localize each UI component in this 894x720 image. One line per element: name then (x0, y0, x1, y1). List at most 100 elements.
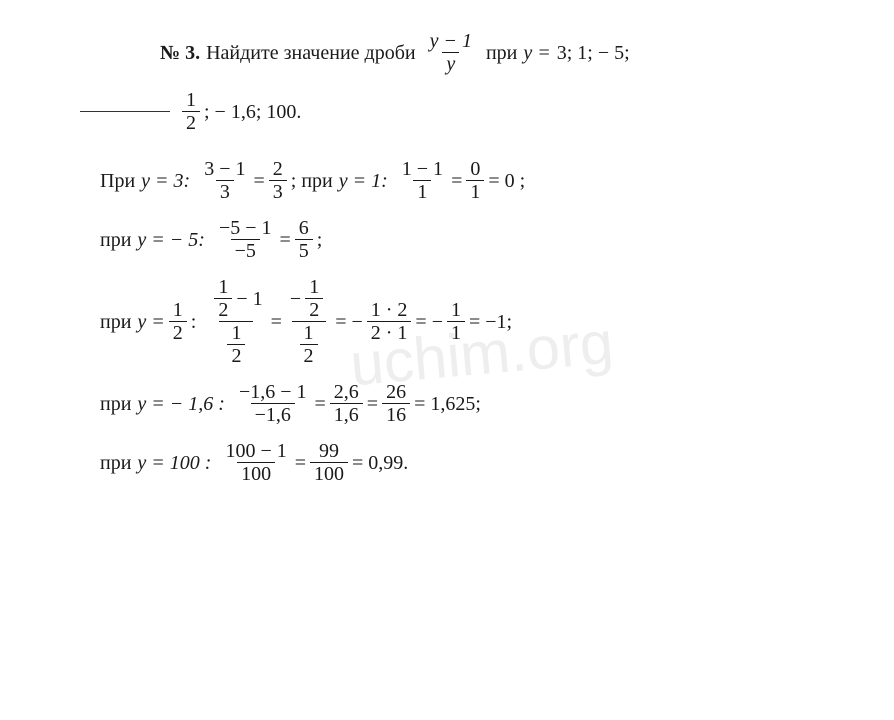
compound-frac-a: 1 2 − 1 1 2 (206, 276, 266, 367)
colon: : (191, 304, 197, 340)
yval: y = 100 : (137, 445, 211, 481)
solution-line-3: при y = 1 2 : 1 2 − 1 1 2 = − 1 2 (100, 276, 854, 367)
frac-den: 2 (305, 298, 323, 321)
frac-den: 1 (466, 180, 484, 203)
num-tail: − 1 (236, 288, 262, 310)
frac-num: 1 (447, 299, 465, 321)
eq: = (295, 445, 306, 481)
frac-num: 1 (169, 299, 187, 321)
eq: = (280, 222, 291, 258)
frac: −1,6 − 1 −1,6 (235, 381, 311, 426)
solution-line-1: При y = 3: 3 − 1 3 = 2 3 ; при y = 1: 1 … (100, 158, 854, 203)
inner-frac: 1 2 (214, 276, 232, 321)
frac-den: −1,6 (251, 403, 295, 426)
tail: = 0 ; (488, 163, 525, 199)
frac-num: 1 (305, 276, 323, 298)
frac-den: 3 (216, 180, 234, 203)
frac: 6 5 (295, 217, 313, 262)
eq: = (315, 386, 326, 422)
frac-den: 1 (413, 180, 431, 203)
problem-text-1: Найдите значение дроби (206, 35, 415, 71)
frac-den: 1 2 (292, 321, 326, 367)
tail: = 0,99. (352, 445, 408, 481)
inner-frac: 1 2 (305, 276, 323, 321)
problem-number: № 3. (160, 35, 200, 71)
frac-den: 1 (447, 321, 465, 344)
yval2: y = 1: (339, 163, 388, 199)
inner-frac: 1 2 (227, 322, 245, 367)
frac-num: 1 (214, 276, 232, 298)
frac: 100 − 1 100 (221, 440, 290, 485)
tail: = 1,625; (414, 386, 481, 422)
frac-d: 1 1 (447, 299, 465, 344)
frac-num: 1 − 1 (398, 158, 447, 180)
frac-den: 1,6 (330, 403, 363, 426)
prefix: при (100, 222, 131, 258)
prefix: При (100, 163, 135, 199)
frac-num: 1 (227, 322, 245, 344)
solution-line-2: при y = − 5: −5 − 1 −5 = 6 5 ; (100, 217, 854, 262)
frac-c: 1 · 2 2 · 1 (367, 299, 412, 344)
frac-den: 5 (295, 239, 313, 262)
prefix: при (100, 445, 131, 481)
compound-frac-b: − 1 2 1 2 (286, 276, 331, 367)
inner-frac: 1 2 (300, 322, 318, 367)
frac: 2,6 1,6 (330, 381, 363, 426)
frac-num: 0 (466, 158, 484, 180)
problem-line-1: № 3. Найдите значение дроби y − 1 y при … (160, 30, 854, 75)
eq: = (451, 163, 462, 199)
tail: = −1; (469, 304, 512, 340)
frac-num: 3 − 1 (200, 158, 249, 180)
frac-num: 99 (315, 440, 343, 462)
frac-den: 2 (214, 298, 232, 321)
yval: y = − 1,6 : (137, 386, 225, 422)
eq: = − (335, 304, 363, 340)
frac-num: − 1 2 (286, 276, 331, 321)
prefix: при (100, 304, 131, 340)
frac: −5 − 1 −5 (215, 217, 276, 262)
frac: 3 − 1 3 (200, 158, 249, 203)
frac-den: 100 (310, 462, 348, 485)
frac-den: −5 (231, 239, 260, 262)
frac-num: 2,6 (330, 381, 363, 403)
frac: 26 16 (382, 381, 410, 426)
frac-den: 2 (169, 321, 187, 344)
frac-num: 6 (295, 217, 313, 239)
problem-fraction: y − 1 y (426, 30, 476, 75)
frac-den: 1 2 (219, 321, 253, 367)
frac-den: 2 (182, 111, 200, 134)
frac-den: 2 · 1 (367, 321, 412, 344)
problem-text-2: при (486, 35, 517, 71)
frac-den: 16 (382, 403, 410, 426)
frac-den: 3 (269, 180, 287, 203)
yval: y = 3: (141, 163, 190, 199)
problem-y-eq: y = (523, 35, 550, 71)
frac-num: 1 (182, 89, 200, 111)
frac-den: y (442, 52, 459, 75)
problem-line-2: 1 2 ; − 1,6; 100. (80, 89, 854, 134)
frac-num: 1 2 − 1 (206, 276, 266, 321)
yval-frac: 1 2 (169, 299, 187, 344)
problem-values-2: ; − 1,6; 100. (204, 94, 301, 130)
eq: = (253, 163, 264, 199)
eq: = (367, 386, 378, 422)
frac-den: 2 (300, 344, 318, 367)
problem-half-frac: 1 2 (182, 89, 200, 134)
neg-sign: − (290, 288, 301, 310)
mid: ; при (291, 163, 333, 199)
frac-num: 26 (382, 381, 410, 403)
frac-num: 2 (269, 158, 287, 180)
frac-num: y − 1 (426, 30, 476, 52)
eq: = − (415, 304, 443, 340)
yval: y = − 5: (137, 222, 205, 258)
frac: 0 1 (466, 158, 484, 203)
frac-num: 1 (300, 322, 318, 344)
solution-line-5: при y = 100 : 100 − 1 100 = 99 100 = 0,9… (100, 440, 854, 485)
frac: 99 100 (310, 440, 348, 485)
frac: 1 − 1 1 (398, 158, 447, 203)
tail: ; (317, 222, 323, 258)
problem-values-1: 3; 1; − 5; (557, 35, 630, 71)
frac-den: 100 (237, 462, 275, 485)
frac-num: 1 · 2 (367, 299, 412, 321)
solution-line-4: при y = − 1,6 : −1,6 − 1 −1,6 = 2,6 1,6 … (100, 381, 854, 426)
